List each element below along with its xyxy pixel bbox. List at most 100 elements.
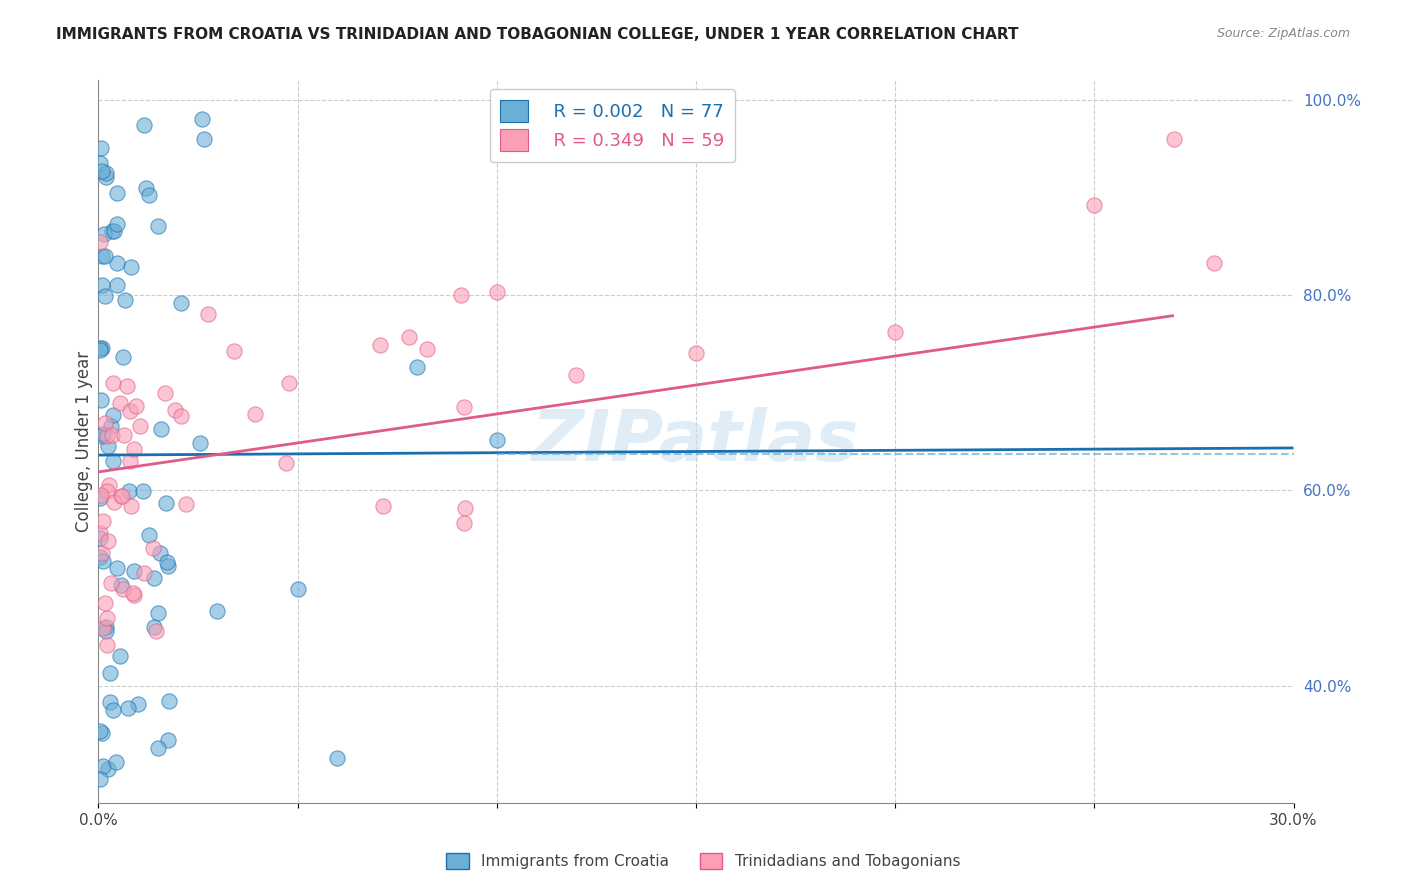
Immigrants from Croatia: [89, 723, 111, 738]
Trinidadians and Tobagonians: [96, 611, 118, 625]
Immigrants from Croatia: [143, 571, 166, 585]
Trinidadians and Tobagonians: [97, 534, 120, 549]
Trinidadians and Tobagonians: [884, 325, 907, 339]
Trinidadians and Tobagonians: [93, 621, 115, 635]
Immigrants from Croatia: [89, 772, 111, 786]
Trinidadians and Tobagonians: [112, 428, 135, 442]
Trinidadians and Tobagonians: [145, 624, 167, 638]
Trinidadians and Tobagonians: [121, 585, 143, 599]
Immigrants from Croatia: [91, 759, 114, 773]
Immigrants from Croatia: [108, 648, 131, 663]
Trinidadians and Tobagonians: [89, 235, 111, 250]
Trinidadians and Tobagonians: [91, 514, 114, 528]
Text: Source: ZipAtlas.com: Source: ZipAtlas.com: [1216, 27, 1350, 40]
Immigrants from Croatia: [406, 359, 429, 374]
Trinidadians and Tobagonians: [96, 429, 118, 443]
Immigrants from Croatia: [94, 166, 117, 180]
Trinidadians and Tobagonians: [96, 483, 118, 498]
Text: IMMIGRANTS FROM CROATIA VS TRINIDADIAN AND TOBAGONIAN COLLEGE, UNDER 1 YEAR CORR: IMMIGRANTS FROM CROATIA VS TRINIDADIAN A…: [56, 27, 1019, 42]
Trinidadians and Tobagonians: [120, 499, 142, 513]
Trinidadians and Tobagonians: [368, 337, 391, 351]
Immigrants from Croatia: [91, 428, 114, 442]
Trinidadians and Tobagonians: [371, 499, 394, 513]
Trinidadians and Tobagonians: [278, 376, 301, 390]
Immigrants from Croatia: [149, 545, 172, 559]
Immigrants from Croatia: [157, 694, 180, 708]
Trinidadians and Tobagonians: [120, 454, 142, 468]
Immigrants from Croatia: [143, 620, 166, 634]
Trinidadians and Tobagonians: [111, 582, 134, 597]
Trinidadians and Tobagonians: [124, 442, 146, 457]
Immigrants from Croatia: [101, 702, 124, 716]
Immigrants from Croatia: [89, 156, 111, 170]
Immigrants from Croatia: [89, 341, 111, 355]
Trinidadians and Tobagonians: [142, 541, 165, 555]
Immigrants from Croatia: [101, 224, 124, 238]
Trinidadians and Tobagonians: [276, 457, 298, 471]
Trinidadians and Tobagonians: [1202, 256, 1225, 270]
Immigrants from Croatia: [96, 439, 118, 453]
Trinidadians and Tobagonians: [103, 495, 125, 509]
Immigrants from Croatia: [94, 620, 117, 634]
Immigrants from Croatia: [485, 433, 508, 447]
Immigrants from Croatia: [93, 227, 115, 241]
Trinidadians and Tobagonians: [454, 501, 477, 516]
Immigrants from Croatia: [155, 496, 177, 510]
Immigrants from Croatia: [105, 755, 128, 769]
Immigrants from Croatia: [120, 260, 142, 274]
Trinidadians and Tobagonians: [453, 516, 475, 530]
Immigrants from Croatia: [287, 582, 309, 596]
Immigrants from Croatia: [205, 604, 228, 618]
Immigrants from Croatia: [90, 725, 112, 739]
Immigrants from Croatia: [103, 224, 125, 238]
Immigrants from Croatia: [127, 697, 149, 711]
Trinidadians and Tobagonians: [108, 395, 131, 409]
Trinidadians and Tobagonians: [125, 399, 148, 413]
Immigrants from Croatia: [89, 531, 111, 545]
Immigrants from Croatia: [157, 732, 180, 747]
Trinidadians and Tobagonians: [163, 403, 186, 417]
Immigrants from Croatia: [97, 762, 120, 776]
Trinidadians and Tobagonians: [100, 575, 122, 590]
Trinidadians and Tobagonians: [485, 285, 508, 299]
Immigrants from Croatia: [156, 555, 179, 569]
Immigrants from Croatia: [146, 606, 169, 620]
Trinidadians and Tobagonians: [398, 330, 420, 344]
Trinidadians and Tobagonians: [134, 566, 156, 581]
Immigrants from Croatia: [90, 249, 112, 263]
Immigrants from Croatia: [117, 701, 139, 715]
Immigrants from Croatia: [118, 484, 141, 499]
Immigrants from Croatia: [111, 351, 134, 365]
Immigrants from Croatia: [132, 484, 155, 499]
Trinidadians and Tobagonians: [122, 588, 145, 602]
Trinidadians and Tobagonians: [101, 376, 124, 390]
Trinidadians and Tobagonians: [94, 416, 117, 430]
Trinidadians and Tobagonians: [115, 378, 138, 392]
Immigrants from Croatia: [103, 453, 125, 467]
Immigrants from Croatia: [105, 217, 128, 231]
Trinidadians and Tobagonians: [96, 639, 118, 653]
Immigrants from Croatia: [105, 278, 128, 293]
Immigrants from Croatia: [91, 277, 114, 292]
Immigrants from Croatia: [110, 578, 132, 592]
Immigrants from Croatia: [98, 666, 121, 681]
Immigrants from Croatia: [170, 295, 193, 310]
Text: ZIPatlas: ZIPatlas: [533, 407, 859, 476]
Immigrants from Croatia: [148, 219, 170, 233]
Trinidadians and Tobagonians: [565, 368, 588, 382]
Trinidadians and Tobagonians: [97, 478, 120, 492]
Trinidadians and Tobagonians: [197, 307, 219, 321]
Trinidadians and Tobagonians: [129, 418, 152, 433]
Immigrants from Croatia: [94, 289, 117, 303]
Immigrants from Croatia: [326, 751, 349, 765]
Immigrants from Croatia: [134, 119, 156, 133]
Legend: Immigrants from Croatia, Trinidadians and Tobagonians: Immigrants from Croatia, Trinidadians an…: [440, 847, 966, 875]
Trinidadians and Tobagonians: [90, 488, 112, 502]
Immigrants from Croatia: [90, 392, 112, 407]
Trinidadians and Tobagonians: [176, 497, 198, 511]
Immigrants from Croatia: [91, 427, 114, 442]
Immigrants from Croatia: [122, 564, 145, 578]
Trinidadians and Tobagonians: [111, 489, 134, 503]
Trinidadians and Tobagonians: [453, 400, 475, 414]
Trinidadians and Tobagonians: [1163, 132, 1185, 146]
